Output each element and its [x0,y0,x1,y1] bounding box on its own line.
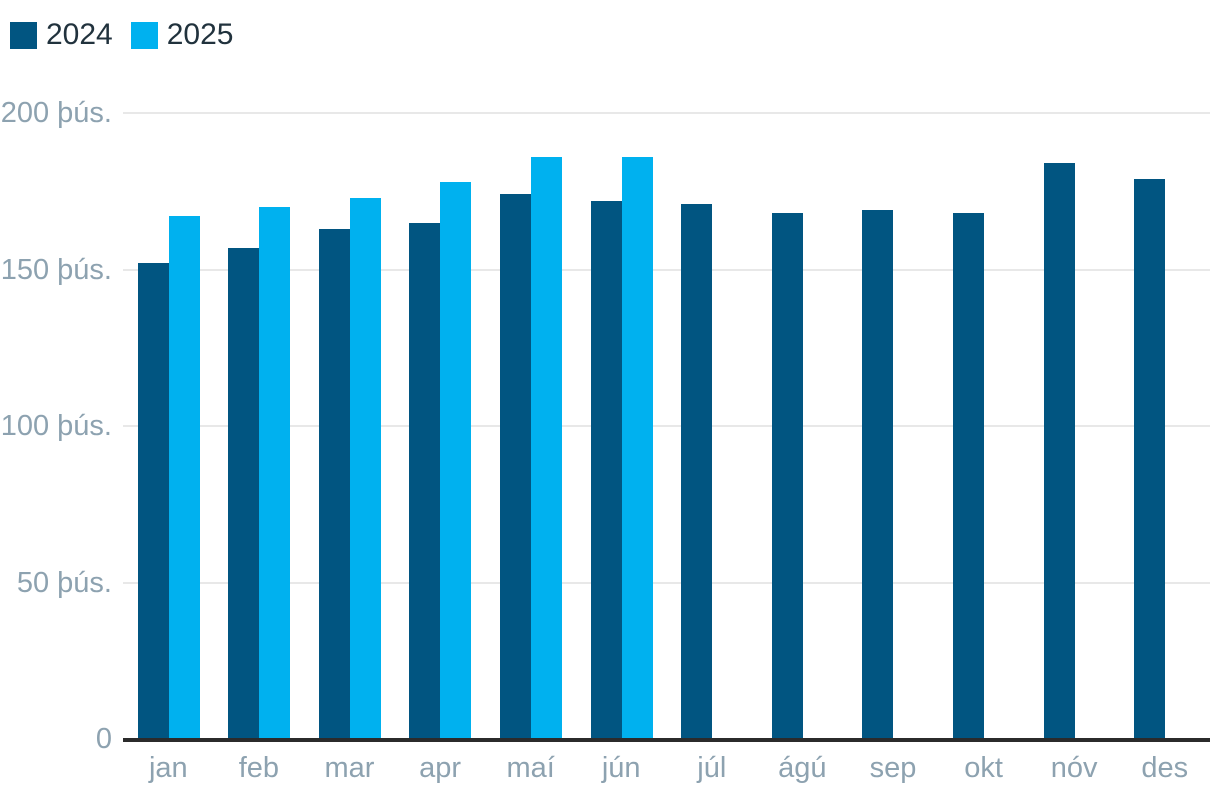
bar-2024-nóv[interactable] [1043,163,1075,739]
x-tick-label-maí: maí [506,752,555,784]
x-tick-label-des: des [1141,752,1189,784]
x-tick-label-júl: júl [697,752,727,784]
gridline-150 [123,268,1210,271]
bar-2024-jan[interactable] [137,263,169,739]
x-tick-label-nóv: nóv [1050,752,1098,784]
gridline-100 [123,425,1210,427]
x-tick-label-ágú: ágú [778,752,827,784]
legend-swatch-2024-icon [10,21,37,49]
y-tick-label-150: 150 þús. [0,253,112,286]
x-tick-label-jún: jún [601,752,641,784]
legend-label-2024: 2024 [46,18,113,51]
y-tick-label-0: 0 [95,723,112,755]
gridline-50 [123,581,1210,584]
bar-2025-mar[interactable] [349,197,381,739]
bar-2024-mar[interactable] [318,228,350,739]
legend-item-2025[interactable]: 2025 [130,18,234,51]
y-tick-label-200: 200 þús. [0,97,112,129]
bar-2024-maí[interactable] [500,194,532,739]
plot-area [123,111,1210,739]
x-tick-label-apr: apr [419,752,461,784]
bar-2024-ágú[interactable] [771,213,803,739]
bar-2025-feb[interactable] [259,206,291,739]
bar-2025-jún[interactable] [621,156,653,739]
x-tick-label-mar: mar [324,752,375,784]
bar-2025-jan[interactable] [168,216,200,739]
x-tick-label-okt: okt [964,752,1003,784]
bar-2025-apr[interactable] [440,181,472,739]
y-tick-label-100: 100 þús. [0,410,112,442]
bar-2024-apr[interactable] [409,222,441,739]
chart-legend: 2024 2025 [10,20,234,50]
bar-2024-júl[interactable] [681,203,713,739]
legend-item-2024[interactable]: 2024 [10,20,113,50]
bar-2025-maí[interactable] [531,156,563,739]
x-tick-label-sep: sep [869,752,917,784]
legend-label-2025: 2025 [166,18,234,51]
bar-2024-des[interactable] [1134,178,1166,739]
x-axis-line [123,738,1210,742]
bar-2024-okt[interactable] [952,213,984,739]
x-tick-label-jan: jan [148,752,188,784]
bar-2024-sep[interactable] [862,210,894,739]
gridline-200 [123,112,1210,114]
bar-2024-jún[interactable] [590,200,622,739]
legend-swatch-2025-icon [130,21,158,49]
y-tick-label-50: 50 þús. [16,566,112,599]
x-tick-label-feb: feb [238,752,280,784]
bar-2024-feb[interactable] [228,247,260,739]
